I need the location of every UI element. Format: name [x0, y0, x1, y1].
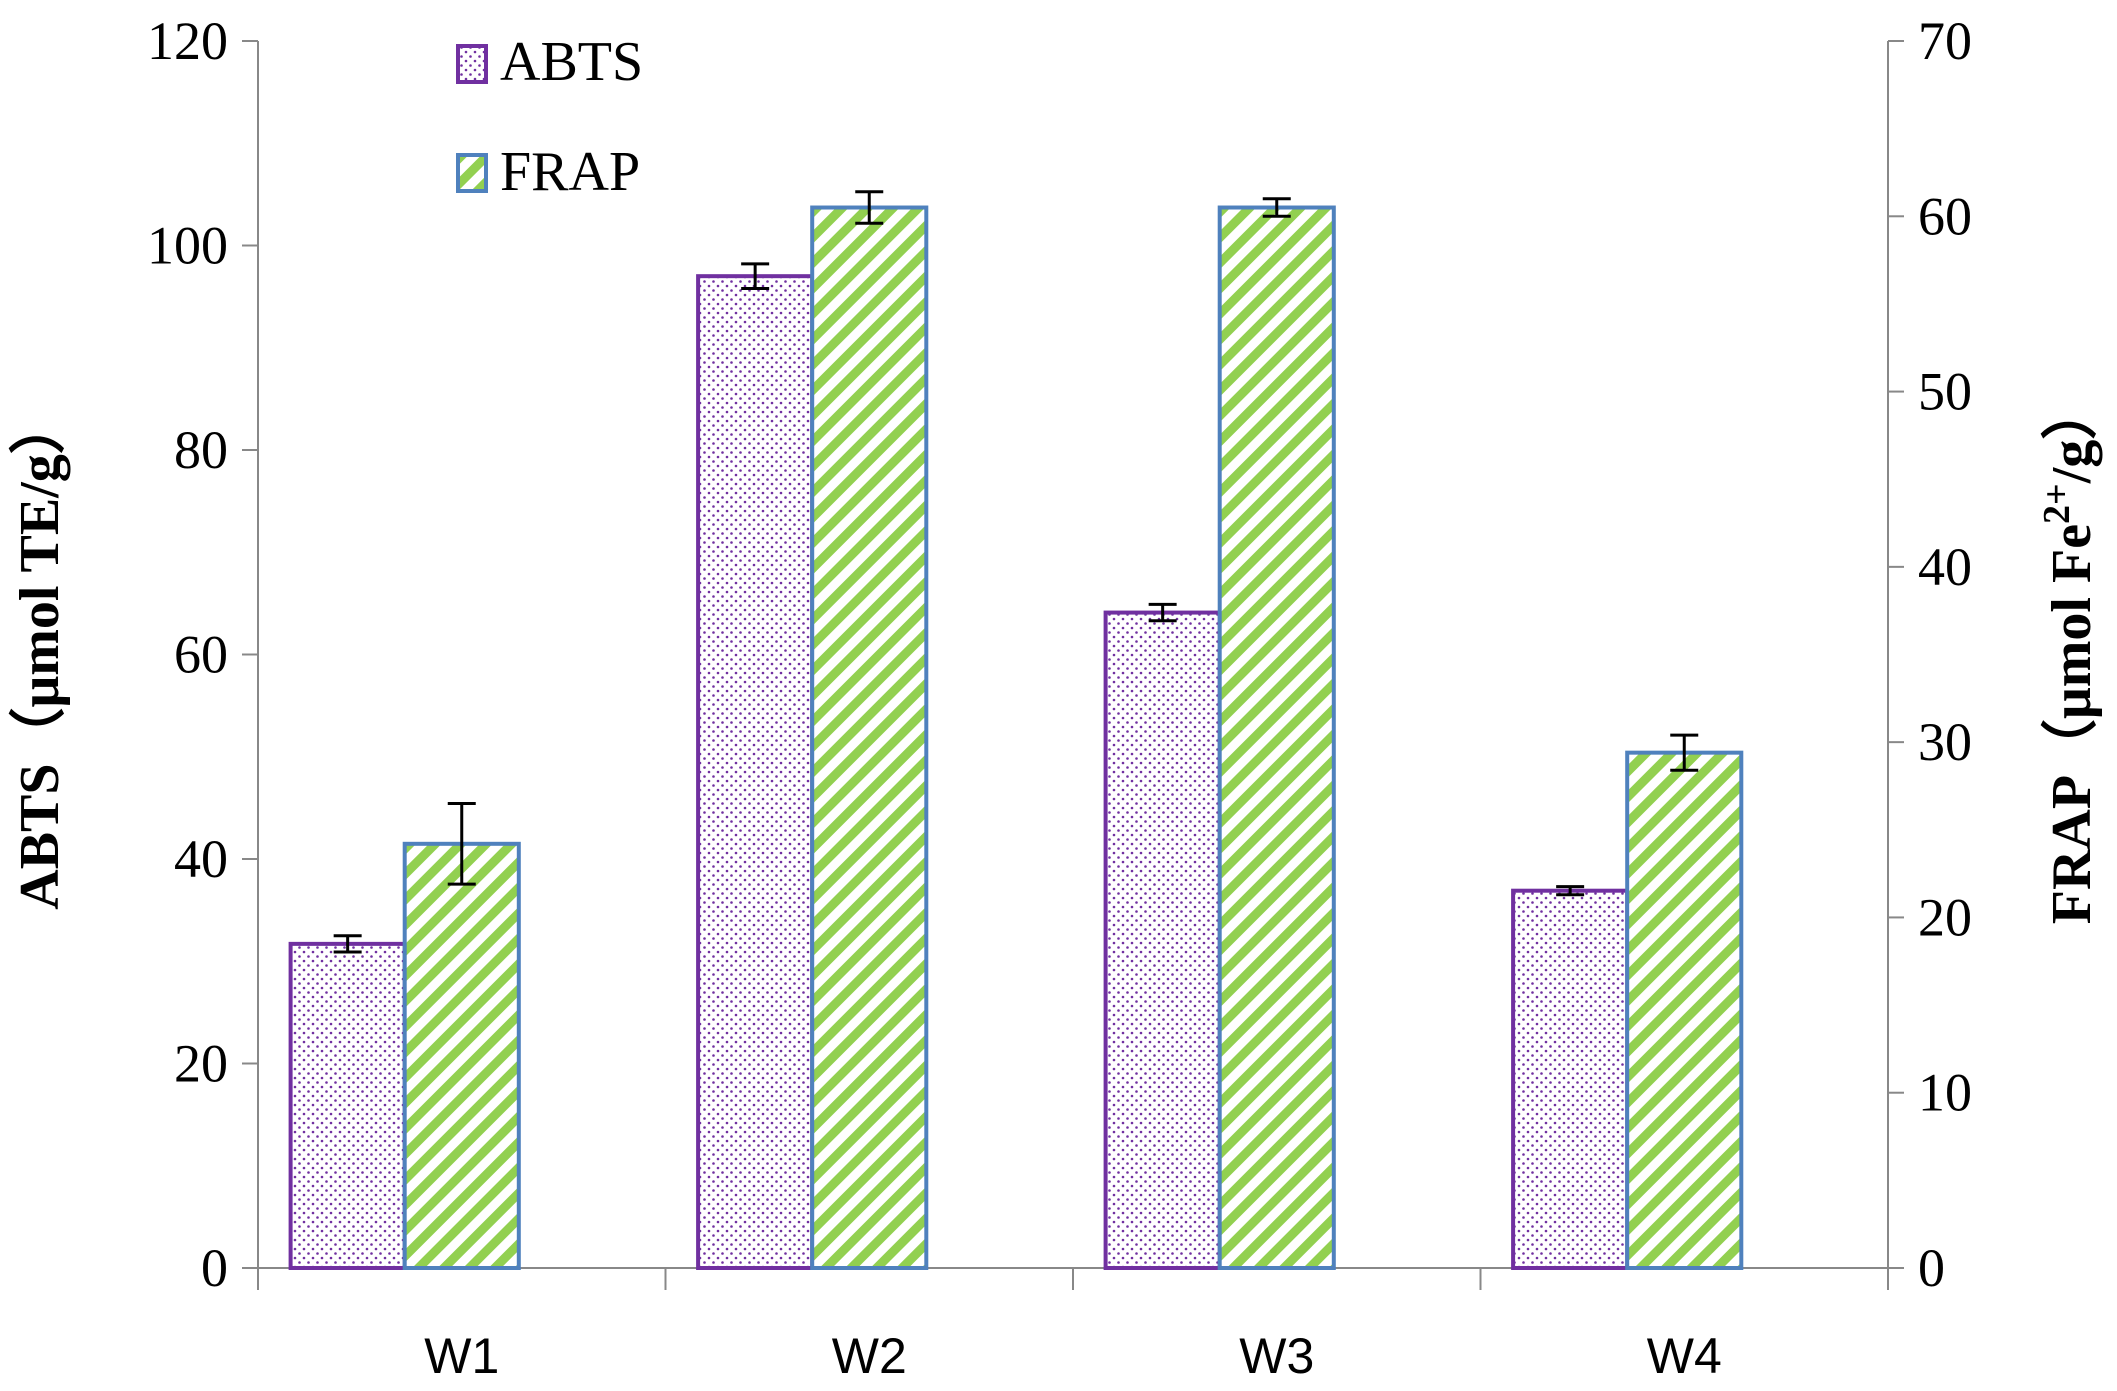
- bar-frap-w2: [810, 205, 929, 1270]
- left-tick-label: 120: [147, 11, 228, 71]
- right-axis-ticks: 0 10 20 30 40 50 60 70: [1888, 11, 1972, 1298]
- category-labels: W1 W2 W3 W4: [424, 1328, 1722, 1384]
- right-tick-label: 40: [1918, 537, 1972, 597]
- legend-swatch-abts: [456, 44, 488, 84]
- left-tick-label: 20: [174, 1034, 228, 1094]
- right-tick-label: 10: [1918, 1063, 1972, 1123]
- bar-frap-w4: [1625, 750, 1744, 1270]
- bar-abts-w2: [696, 274, 815, 1270]
- right-axis-title-prefix: FRAP（μmol Fe: [2040, 524, 2103, 924]
- right-tick-label: 0: [1918, 1238, 1945, 1298]
- bar-abts-w1: [288, 941, 407, 1270]
- left-axis-title: ABTS（μmol TE/g）: [8, 398, 71, 910]
- right-axis-title-suffix: /g）: [2040, 384, 2103, 485]
- category-label: W2: [832, 1328, 907, 1384]
- right-tick-label: 20: [1918, 887, 1972, 947]
- bar-abts-w4: [1511, 888, 1630, 1270]
- right-tick-label: 50: [1918, 362, 1972, 422]
- bar-frap-w1: [402, 841, 521, 1271]
- left-tick-label: 40: [174, 829, 228, 889]
- right-axis-title-sup: 2+: [2036, 483, 2078, 524]
- right-tick-label: 60: [1918, 186, 1972, 246]
- left-tick-label: 100: [147, 216, 228, 276]
- left-tick-label: 80: [174, 420, 228, 480]
- error-bars: [333, 190, 1699, 954]
- right-axis-title: FRAP（μmol Fe2+/g）: [2036, 384, 2103, 925]
- legend-swatch-frap: [456, 153, 488, 193]
- legend-label-abts: ABTS: [500, 31, 643, 93]
- right-tick-label: 70: [1918, 11, 1972, 71]
- left-tick-label: 0: [201, 1238, 228, 1298]
- x-axis-ticks: [257, 1268, 1889, 1290]
- bars: [288, 205, 1744, 1271]
- left-axis-ticks: 0 20 40 60 80 100 120: [147, 11, 258, 1298]
- legend: ABTS FRAP: [456, 31, 643, 203]
- bar-abts-w3: [1103, 610, 1222, 1270]
- category-label: W1: [424, 1328, 499, 1384]
- left-tick-label: 60: [174, 625, 228, 685]
- category-label: W3: [1239, 1328, 1314, 1384]
- bar-frap-w3: [1217, 205, 1336, 1270]
- category-label: W4: [1647, 1328, 1722, 1384]
- right-tick-label: 30: [1918, 712, 1972, 772]
- legend-label-frap: FRAP: [500, 141, 640, 203]
